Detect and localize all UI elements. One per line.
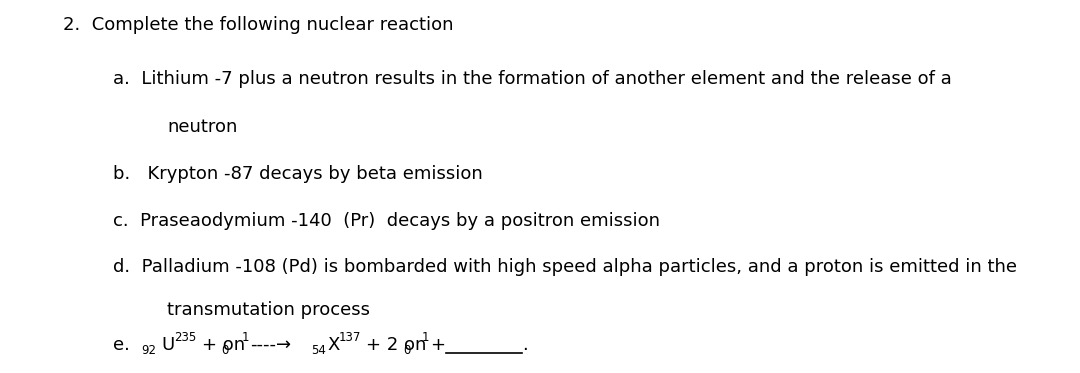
Text: 0: 0 xyxy=(221,344,229,357)
Text: neutron: neutron xyxy=(167,118,238,137)
Text: b.   Krypton -87 decays by beta emission: b. Krypton -87 decays by beta emission xyxy=(113,165,483,183)
Text: U: U xyxy=(161,336,174,354)
Text: d.  Palladium -108 (Pd) is bombarded with high speed alpha particles, and a prot: d. Palladium -108 (Pd) is bombarded with… xyxy=(113,258,1017,276)
Text: +: + xyxy=(430,336,445,354)
Text: + 2 on: + 2 on xyxy=(366,336,427,354)
Text: transmutation process: transmutation process xyxy=(167,301,370,319)
Text: X: X xyxy=(327,336,339,354)
Text: a.  Lithium -7 plus a neutron results in the formation of another element and th: a. Lithium -7 plus a neutron results in … xyxy=(113,70,953,88)
Text: ----→: ----→ xyxy=(251,336,292,354)
Text: .: . xyxy=(522,336,527,354)
Text: e.: e. xyxy=(113,336,131,354)
Text: 235: 235 xyxy=(174,330,197,344)
Text: c.  Praseaodymium -140  (Pr)  decays by a positron emission: c. Praseaodymium -140 (Pr) decays by a p… xyxy=(113,211,660,230)
Text: 1: 1 xyxy=(421,330,429,344)
Text: 2.  Complete the following nuclear reaction: 2. Complete the following nuclear reacti… xyxy=(63,16,454,34)
Text: 92: 92 xyxy=(141,344,157,357)
Text: 137: 137 xyxy=(339,330,362,344)
Text: + on: + on xyxy=(202,336,245,354)
Text: 54: 54 xyxy=(311,344,326,357)
Text: 0: 0 xyxy=(403,344,410,357)
Text: 1: 1 xyxy=(242,330,249,344)
